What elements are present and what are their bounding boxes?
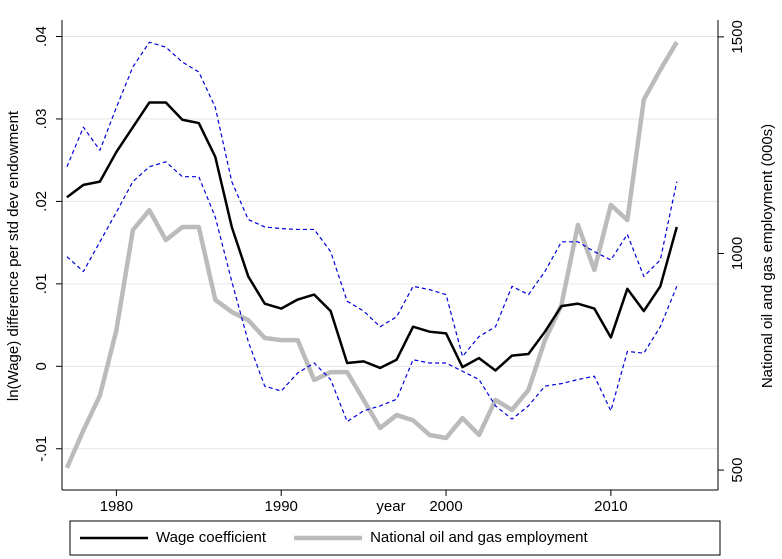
x-tick-label: 2010 bbox=[594, 498, 627, 515]
y-axis-label: ln(Wage) difference per std dev endowmen… bbox=[5, 110, 22, 401]
x-tick-label: 1990 bbox=[265, 498, 298, 515]
y2-tick-label: 1000 bbox=[729, 237, 746, 270]
y-tick-label: 0 bbox=[33, 362, 50, 370]
y-tick-label: .03 bbox=[33, 109, 50, 130]
series-line bbox=[66, 101, 678, 372]
x-axis-label: year bbox=[376, 498, 405, 515]
legend-label: National oil and gas employment bbox=[370, 529, 588, 546]
y2-axis-label: National oil and gas employment (000s) bbox=[759, 124, 776, 388]
legend-label: Wage coefficient bbox=[156, 529, 267, 546]
y-tick-label: .01 bbox=[33, 273, 50, 294]
y2-tick-label: 1500 bbox=[729, 20, 746, 53]
y2-tick-label: 500 bbox=[729, 458, 746, 483]
x-tick-label: 1980 bbox=[100, 498, 133, 515]
series-line bbox=[66, 161, 678, 423]
y-tick-label: .04 bbox=[33, 26, 50, 47]
y-tick-label: .02 bbox=[33, 191, 50, 212]
y-tick-label: -.01 bbox=[33, 436, 50, 462]
legend-box bbox=[69, 520, 721, 556]
series-line bbox=[66, 41, 678, 358]
series-line bbox=[64, 40, 679, 469]
x-tick-label: 2000 bbox=[429, 498, 462, 515]
